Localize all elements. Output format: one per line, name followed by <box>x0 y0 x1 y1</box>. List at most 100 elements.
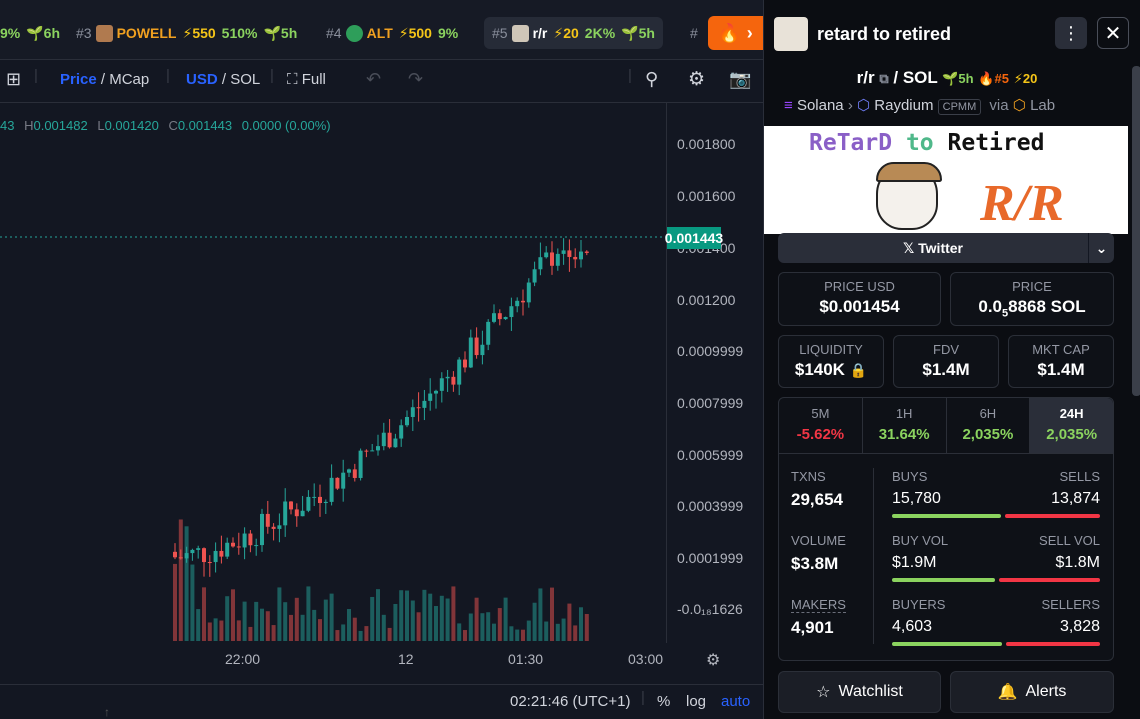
volume-bar <box>190 564 195 641</box>
volume-bar <box>567 603 572 641</box>
volume-bar <box>497 608 502 641</box>
volume-bar <box>184 526 189 641</box>
volume-bar <box>445 598 450 641</box>
auto-toggle[interactable]: auto <box>721 693 751 710</box>
y-tick: 0.0007999 <box>677 395 744 411</box>
mcap-label: MKT CAP <box>1032 342 1090 357</box>
candle-body <box>434 390 438 394</box>
close-icon[interactable]: ✕ <box>1097 17 1129 49</box>
token-avatar <box>511 24 529 42</box>
currency-toggle[interactable]: USD / SOL <box>186 71 261 88</box>
price-axis[interactable] <box>666 103 763 643</box>
volume-bar <box>376 589 380 641</box>
candle-body <box>567 250 572 257</box>
undo-icon[interactable]: ↶ <box>366 69 382 89</box>
token-banner: ReTarD to Retired R/R <box>764 126 1128 234</box>
ticker-symbol: ALT <box>366 25 393 41</box>
ticker-item-6[interactable]: # <box>690 17 702 49</box>
candle-body <box>381 432 386 447</box>
tab-5m[interactable]: 5M -5.62% <box>779 398 863 453</box>
candle-body <box>515 300 520 307</box>
candle-body <box>405 416 409 426</box>
candle-body <box>271 526 276 529</box>
tab-6h[interactable]: 6H 2,035% <box>947 398 1031 453</box>
percent-toggle[interactable]: % <box>657 693 671 710</box>
twitter-link[interactable]: 𝕏 Twitter ⌄ <box>778 233 1114 263</box>
change-value: 0.0000 (0.00%) <box>241 118 331 133</box>
axis-settings-icon[interactable]: ⚙ <box>706 652 721 669</box>
fullscreen-label: Full <box>301 71 326 88</box>
timeframe-tabs: 5M -5.62% 1H 31.64% 6H 2,035% 24H 2,035% <box>779 398 1113 454</box>
price-chart[interactable] <box>0 103 666 643</box>
candle-body <box>213 550 218 563</box>
ticker-pct: 2K% <box>584 25 616 41</box>
fullscreen-button[interactable]: ⛶ Full <box>287 71 326 88</box>
indicators-icon[interactable]: ⚲ <box>645 69 659 89</box>
candle-body <box>555 253 560 266</box>
y-tick: 0.0005999 <box>677 447 744 463</box>
token-avatar <box>95 24 113 42</box>
tab-value: 2,035% <box>1046 426 1098 443</box>
tab-1h[interactable]: 1H 31.64% <box>863 398 947 453</box>
price-sol-label: PRICE <box>1012 279 1052 294</box>
low-value: 0.001420 <box>104 118 159 133</box>
tab-24h[interactable]: 24H 2,035% <box>1030 398 1113 453</box>
price-usd-card: PRICE USD $0.001454 <box>778 272 941 326</box>
tab-label: 1H <box>895 406 913 421</box>
copy-icon[interactable]: ⧉ <box>879 71 889 86</box>
boost-icon: ⚡20 <box>553 24 579 41</box>
usd-option[interactable]: USD <box>186 71 218 88</box>
sellvol-label: SELL VOL <box>1039 533 1100 548</box>
layout-grid-icon[interactable]: ⊞ <box>6 69 22 89</box>
volume-bar <box>312 609 317 641</box>
ticker-item-3[interactable]: #3 POWELL ⚡550 510% 🌱5h <box>76 17 297 49</box>
boost-badge: ⚡20 <box>1013 71 1038 86</box>
candle-body <box>236 546 241 548</box>
dex-name[interactable]: Raydium <box>874 97 934 114</box>
candle-body <box>318 496 322 504</box>
volume-bar <box>254 601 259 641</box>
token-title: retard to retired <box>817 24 952 44</box>
volume-bar <box>544 621 549 641</box>
low-label: L <box>97 118 105 133</box>
camera-icon[interactable]: 📷 <box>729 69 752 89</box>
divider: | <box>34 67 38 84</box>
candle-body <box>526 282 531 303</box>
volume-bar <box>329 593 334 641</box>
price-option[interactable]: Price <box>60 71 97 88</box>
candle-body <box>463 359 467 368</box>
more-options-icon[interactable]: ⋮ <box>1055 17 1087 49</box>
tab-value: 31.64% <box>878 426 930 443</box>
ticker-symbol: POWELL <box>116 25 177 41</box>
rank-badge: 🔥#5 <box>978 71 1009 86</box>
volume-bar <box>474 597 479 641</box>
pool-badge: CPMM <box>937 99 982 115</box>
redo-icon[interactable]: ↷ <box>408 69 424 89</box>
mcap-option[interactable]: MCap <box>109 71 150 88</box>
lab-label[interactable]: Lab <box>1030 97 1056 114</box>
ticker-item-2[interactable]: 9% 🌱6h <box>0 17 60 49</box>
chevron-down-icon[interactable]: ⌄ <box>1088 233 1114 263</box>
price-sol-value: 0.058868 SOL <box>978 297 1086 320</box>
chain-name[interactable]: Solana <box>796 97 844 114</box>
ticker-item-5[interactable]: #5 r/r ⚡20 2K% 🌱5h <box>484 17 663 49</box>
sellvol-value: $1.8M <box>1055 554 1100 571</box>
volume-bar <box>515 629 520 641</box>
price-mcap-toggle[interactable]: Price / MCap <box>60 71 150 88</box>
candle-body <box>225 542 230 557</box>
divider: | <box>270 67 274 84</box>
ticker-item-4[interactable]: #4 ALT ⚡500 9% <box>326 17 464 49</box>
volume-bar <box>509 626 514 641</box>
candle-body <box>584 251 589 253</box>
lab-icon: ⬡ <box>1012 97 1026 114</box>
sol-option[interactable]: SOL <box>230 71 261 88</box>
scrollbar[interactable] <box>1132 66 1140 396</box>
clock-time[interactable]: 02:21:46 (UTC+1) <box>510 693 631 710</box>
hot-pairs-button[interactable]: 🔥 › <box>708 16 763 50</box>
settings-gear-icon[interactable]: ⚙ <box>688 69 706 90</box>
watchlist-button[interactable]: ☆ Watchlist <box>778 671 941 713</box>
alerts-button[interactable]: 🔔 Alerts <box>950 671 1114 713</box>
log-toggle[interactable]: log <box>686 693 707 710</box>
candle-body <box>532 269 537 283</box>
divider: | <box>641 689 645 706</box>
